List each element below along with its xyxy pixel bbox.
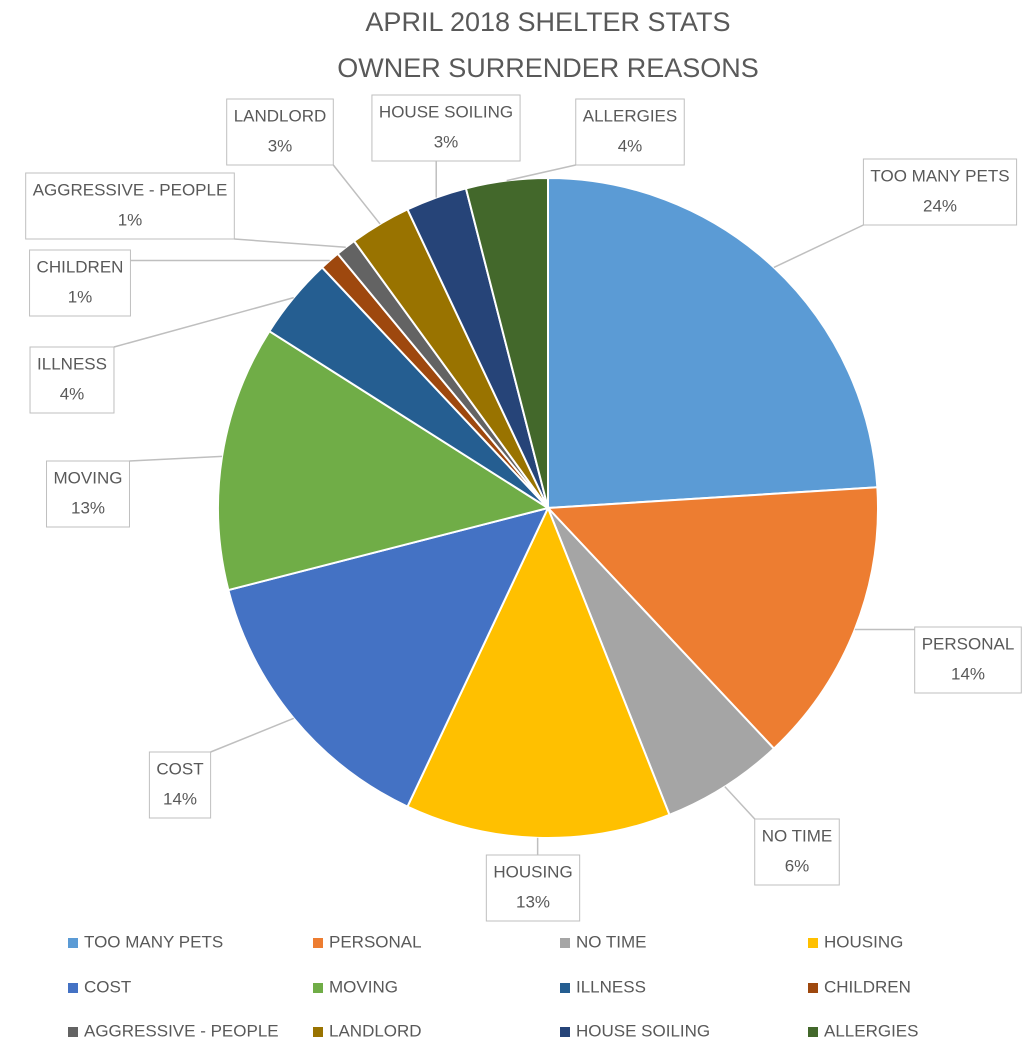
- label-value: 4%: [618, 136, 643, 155]
- leader-line: [724, 786, 756, 820]
- label-value: 1%: [68, 287, 93, 306]
- data-label: MOVING 13%: [46, 460, 130, 528]
- leader-line: [332, 164, 381, 225]
- label-category: ALLERGIES: [583, 106, 678, 125]
- label-value: 13%: [71, 498, 105, 517]
- pie-slice: [406, 505, 671, 839]
- legend-swatch: [68, 1027, 78, 1037]
- leader-line: [129, 455, 223, 462]
- label-value: 13%: [516, 892, 550, 911]
- legend-label: ALLERGIES: [824, 1021, 919, 1040]
- label-value: 3%: [434, 132, 459, 151]
- data-label: TOO MANY PETS 24%: [862, 158, 1018, 226]
- data-labels: TOO MANY PETS 24% PERSONAL 14% NO TIME 6% HOUS…: [25, 94, 1022, 922]
- legend-swatch: [313, 983, 323, 993]
- label-value: 14%: [951, 664, 985, 683]
- legend-swatch: [68, 983, 78, 993]
- legend-label: COST: [84, 977, 131, 996]
- label-category: HOUSE SOILING: [379, 102, 513, 121]
- label-box: [226, 98, 334, 166]
- label-box: [862, 158, 1018, 226]
- legend-label: TOO MANY PETS: [84, 932, 223, 951]
- pie-slice: [217, 329, 551, 592]
- label-box: [29, 346, 115, 414]
- leader-line: [506, 164, 576, 182]
- legend-swatch: [560, 983, 570, 993]
- leader-line: [773, 224, 864, 269]
- label-category: PERSONAL: [922, 634, 1015, 653]
- data-label: PERSONAL 14%: [914, 626, 1022, 694]
- legend-label: HOUSING: [824, 932, 903, 951]
- label-box: [46, 460, 130, 528]
- leader-line: [210, 717, 295, 753]
- label-category: ILLNESS: [37, 354, 107, 373]
- legend-label: ILLNESS: [576, 977, 646, 996]
- label-category: HOUSING: [493, 862, 572, 881]
- legend-label: NO TIME: [576, 932, 647, 951]
- chart-title: OWNER SURRENDER REASONS: [337, 53, 759, 83]
- data-label: HOUSE SOILING 3%: [371, 94, 521, 162]
- legend-swatch: [808, 1027, 818, 1037]
- label-value: 4%: [60, 384, 85, 403]
- pie-slice: [464, 176, 549, 509]
- data-label: AGGRESSIVE - PEOPLE 1%: [25, 172, 235, 240]
- legend-swatch: [560, 938, 570, 948]
- legend-label: MOVING: [329, 977, 398, 996]
- legend-label: HOUSE SOILING: [576, 1021, 710, 1040]
- leader-line: [113, 296, 294, 348]
- label-category: MOVING: [54, 468, 123, 487]
- label-box: [25, 172, 235, 240]
- label-box: [371, 94, 521, 162]
- legend-label: PERSONAL: [329, 932, 422, 951]
- legend-swatch: [808, 983, 818, 993]
- label-value: 3%: [268, 136, 293, 155]
- label-category: TOO MANY PETS: [870, 166, 1009, 185]
- label-category: NO TIME: [762, 826, 833, 845]
- label-box: [754, 818, 840, 886]
- legend-swatch: [313, 938, 323, 948]
- label-value: 14%: [163, 789, 197, 808]
- label-value: 6%: [785, 856, 810, 875]
- label-value: 24%: [923, 196, 957, 215]
- data-label: CHILDREN 1%: [29, 249, 131, 317]
- data-label: LANDLORD 3%: [226, 98, 334, 166]
- data-label: COST 14%: [148, 751, 212, 819]
- legend-swatch: [560, 1027, 570, 1037]
- pie-slice: [227, 506, 550, 808]
- legend-label: LANDLORD: [329, 1021, 422, 1040]
- data-label: HOUSING 13%: [485, 854, 581, 922]
- leader-line: [234, 238, 346, 248]
- chart-title: APRIL 2018 SHELTER STATS: [365, 7, 730, 37]
- label-category: AGGRESSIVE - PEOPLE: [33, 180, 228, 199]
- label-box: [914, 626, 1022, 694]
- pie-slice: [547, 176, 879, 510]
- data-label: ALLERGIES 4%: [575, 98, 685, 166]
- label-value: 1%: [118, 210, 143, 229]
- label-box: [148, 751, 212, 819]
- data-label: ILLNESS 4%: [29, 346, 115, 414]
- legend-swatch: [808, 938, 818, 948]
- label-category: COST: [156, 759, 203, 778]
- legend-swatch: [313, 1027, 323, 1037]
- label-box: [29, 249, 131, 317]
- data-label: NO TIME 6%: [754, 818, 840, 886]
- pie-slice: [547, 507, 776, 817]
- legend-swatch: [68, 938, 78, 948]
- label-box: [575, 98, 685, 166]
- label-category: LANDLORD: [234, 106, 327, 125]
- legend-label: AGGRESSIVE - PEOPLE: [84, 1021, 279, 1040]
- label-category: CHILDREN: [37, 257, 124, 276]
- label-box: [485, 854, 581, 922]
- legend-label: CHILDREN: [824, 977, 911, 996]
